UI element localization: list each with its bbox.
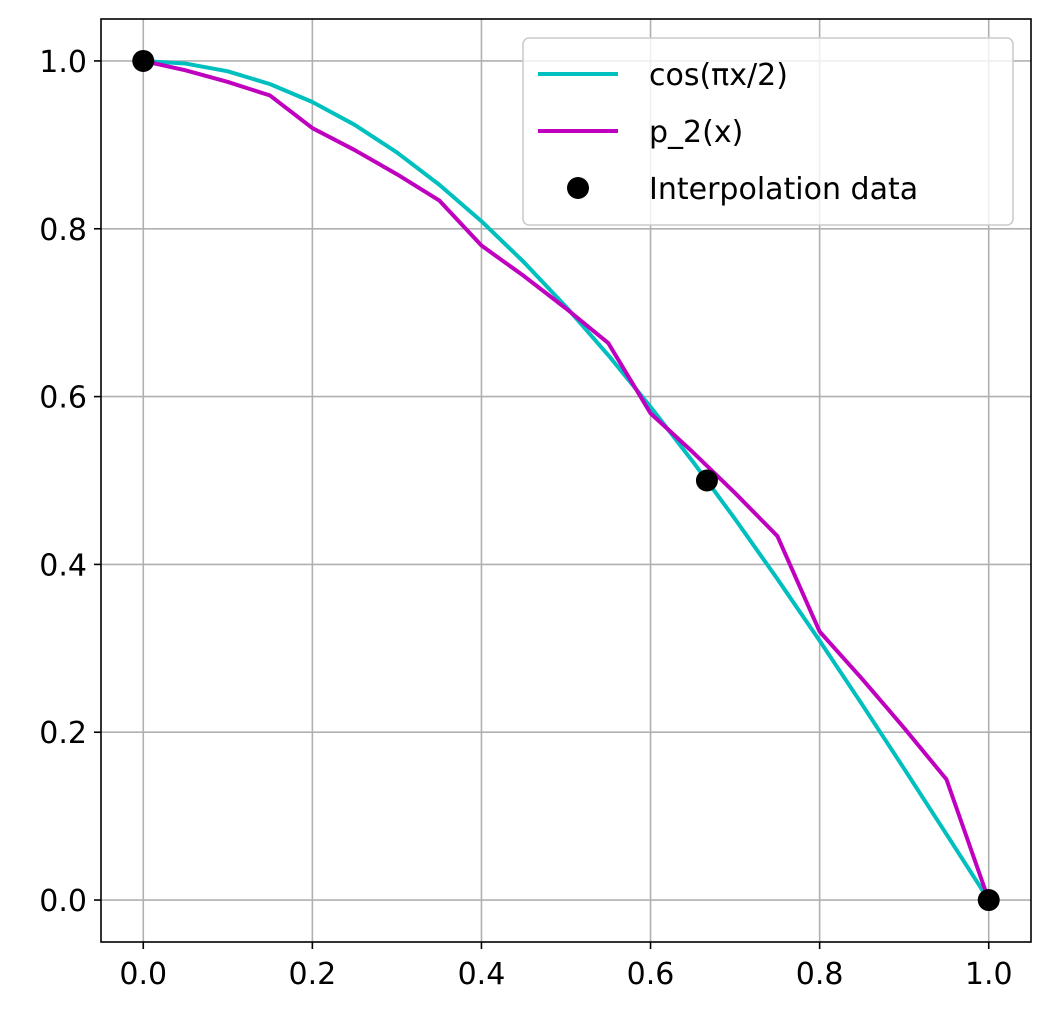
x-tick-label: 0.2 [289, 957, 337, 992]
x-tick-label: 0.0 [119, 957, 167, 992]
y-tick-label: 0.0 [39, 884, 87, 919]
x-tick-label: 0.6 [627, 957, 675, 992]
grid [101, 19, 1031, 942]
y-tick-label: 0.8 [39, 213, 87, 248]
legend-label: cos(πx/2) [649, 58, 788, 93]
legend-label: Interpolation data [649, 172, 918, 207]
y-tick-label: 0.4 [39, 548, 87, 583]
legend: cos(πx/2) p_2(x) Interpolation data [522, 37, 1014, 226]
x-tick-label: 0.8 [796, 957, 844, 992]
x-tick-label: 1.0 [965, 957, 1013, 992]
x-tick-label: 0.4 [458, 957, 506, 992]
legend-box [522, 37, 1014, 226]
y-tick-label: 1.0 [39, 45, 87, 80]
data-point-marker [132, 49, 155, 72]
series-line-p-2-x [141, 58, 991, 903]
legend-marker-swatch [567, 177, 589, 199]
plot-frame [100, 18, 1032, 943]
legend-label: p_2(x) [649, 115, 743, 150]
data-point-marker [977, 889, 1000, 912]
y-tick-label: 0.6 [39, 381, 87, 416]
series-layer [132, 49, 1000, 912]
y-tick-label: 0.2 [39, 716, 87, 751]
ticks: 0.0 0.2 0.4 0.6 0.8 1.0 0.0 0.2 0.4 0.6 0.8 1.0 [39, 45, 1012, 992]
data-point-marker [695, 469, 718, 492]
